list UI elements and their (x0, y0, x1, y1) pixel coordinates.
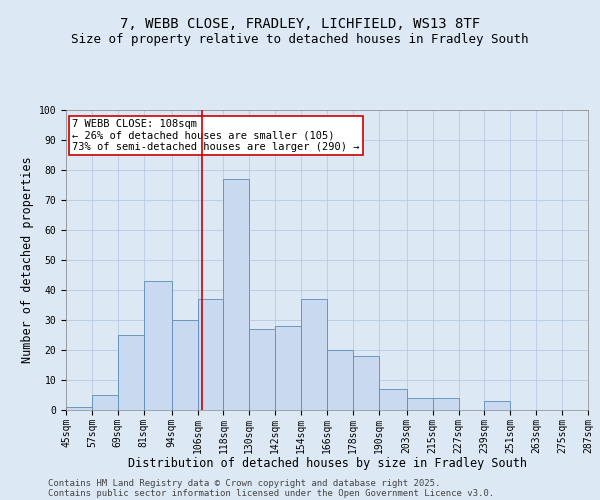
X-axis label: Distribution of detached houses by size in Fradley South: Distribution of detached houses by size … (128, 457, 527, 470)
Bar (301, 299, 327, 410)
Text: 7 WEBB CLOSE: 108sqm
← 26% of detached houses are smaller (105)
73% of semi-deta: 7 WEBB CLOSE: 108sqm ← 26% of detached h… (73, 119, 360, 152)
Bar (407, 398, 433, 410)
Y-axis label: Number of detached properties: Number of detached properties (22, 156, 34, 364)
Text: 7, WEBB CLOSE, FRADLEY, LICHFIELD, WS13 8TF: 7, WEBB CLOSE, FRADLEY, LICHFIELD, WS13 … (120, 18, 480, 32)
Bar (197, 299, 223, 410)
Bar (327, 350, 353, 410)
Bar (172, 320, 197, 410)
Bar (250, 329, 275, 410)
Bar (484, 401, 511, 410)
Bar (433, 398, 458, 410)
Bar (92, 395, 118, 410)
Bar (353, 356, 379, 410)
Text: Contains HM Land Registry data © Crown copyright and database right 2025.: Contains HM Land Registry data © Crown c… (48, 478, 440, 488)
Bar (143, 281, 172, 410)
Bar (379, 389, 407, 410)
Bar (223, 179, 250, 410)
Text: Contains public sector information licensed under the Open Government Licence v3: Contains public sector information licen… (48, 488, 494, 498)
Text: Size of property relative to detached houses in Fradley South: Size of property relative to detached ho… (71, 32, 529, 46)
Bar (275, 326, 301, 410)
Bar (118, 335, 143, 410)
Bar (66, 407, 92, 410)
